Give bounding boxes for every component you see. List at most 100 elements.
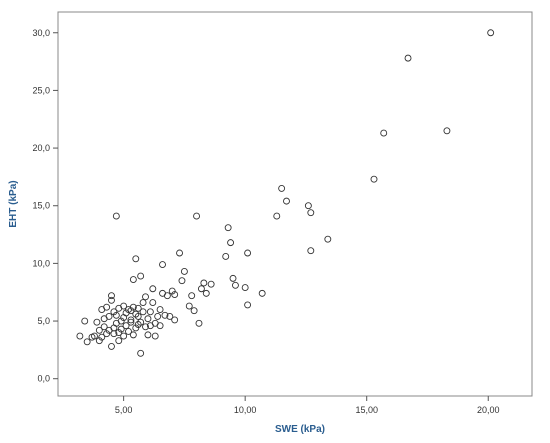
data-point [144,315,152,323]
data-point [156,306,164,313]
data-point [258,289,266,297]
data-point [132,310,140,318]
data-point [159,261,166,268]
data-point [95,326,103,334]
y-tick-label: 15,0 [32,201,50,211]
data-point [129,276,137,283]
data-point [168,287,176,295]
data-point [227,239,235,247]
data-point [95,337,103,345]
data-point [193,212,201,220]
data-point [137,349,145,357]
data-point [115,337,123,345]
data-point [112,212,120,220]
data-point [127,318,135,326]
data-point [149,285,157,293]
x-tick-label: 5,00 [115,405,133,415]
data-point [180,268,188,275]
data-point [127,316,135,324]
data-point [146,308,154,316]
data-point [137,318,145,326]
data-point [176,249,183,257]
data-point [304,202,312,210]
data-point [81,317,89,325]
data-point [244,301,252,309]
data-points [76,29,495,357]
y-tick-label: 0,0 [37,374,50,384]
data-point [283,197,290,205]
data-point [188,292,196,300]
data-point [144,331,152,339]
data-point [142,293,149,301]
y-tick-label: 5,0 [37,316,50,326]
y-tick-label: 30,0 [32,28,50,38]
data-point [115,329,123,337]
data-point [278,184,286,192]
data-point [134,304,142,312]
data-point [137,272,145,280]
data-point [127,307,135,315]
data-point [156,322,164,330]
data-point [103,330,111,338]
data-point [229,274,237,282]
data-point [163,292,171,300]
plot-area [57,11,533,397]
data-point [231,281,239,289]
data-point [103,303,111,311]
data-point [134,312,142,320]
data-point [197,285,205,293]
data-point [117,317,125,325]
data-point [91,332,98,340]
data-point [120,332,128,340]
x-tick-label: 10,00 [234,405,257,415]
data-point [161,311,169,319]
data-point [222,253,230,260]
data-point [132,324,140,332]
data-point [307,209,315,217]
y-tick-label: 25,0 [32,85,50,95]
data-point [370,175,378,183]
data-point [93,318,101,326]
data-point [129,303,137,311]
data-point [129,331,137,339]
data-point [108,292,115,300]
data-point [166,312,174,320]
data-point [207,280,215,288]
data-point [100,323,108,331]
data-point [120,302,128,310]
data-point [154,312,162,320]
data-point [110,308,118,316]
data-point [108,296,115,304]
data-point [190,307,198,315]
data-point [98,333,106,341]
data-point [200,279,208,287]
data-point [195,319,203,327]
data-point [273,212,281,220]
data-point [178,277,186,285]
data-point [83,338,91,346]
data-point [324,235,332,243]
data-point [122,322,130,330]
data-point [443,127,451,135]
data-point [171,291,179,298]
x-axis-title: SWE (kPa) [275,424,325,435]
y-tick-label: 10,0 [32,258,50,268]
data-point [132,255,140,263]
x-tick-label: 20,00 [477,405,500,415]
y-axis-title: EHT (kPa) [8,180,19,227]
data-point [125,327,132,335]
data-point [112,311,120,319]
data-point [171,316,179,324]
data-point [149,299,157,307]
data-point [108,342,115,350]
data-point [142,323,149,331]
data-point [105,312,113,320]
data-point [151,332,159,340]
data-point [404,54,412,62]
data-point [76,332,84,340]
data-point [117,325,125,333]
axis-ticks: 5,00 10,00 15,00 20,00 0,0 5,0 10,0 15,0 20,0 25,… [32,28,499,415]
data-point [139,308,147,316]
data-point [307,247,315,255]
data-point [487,29,495,37]
